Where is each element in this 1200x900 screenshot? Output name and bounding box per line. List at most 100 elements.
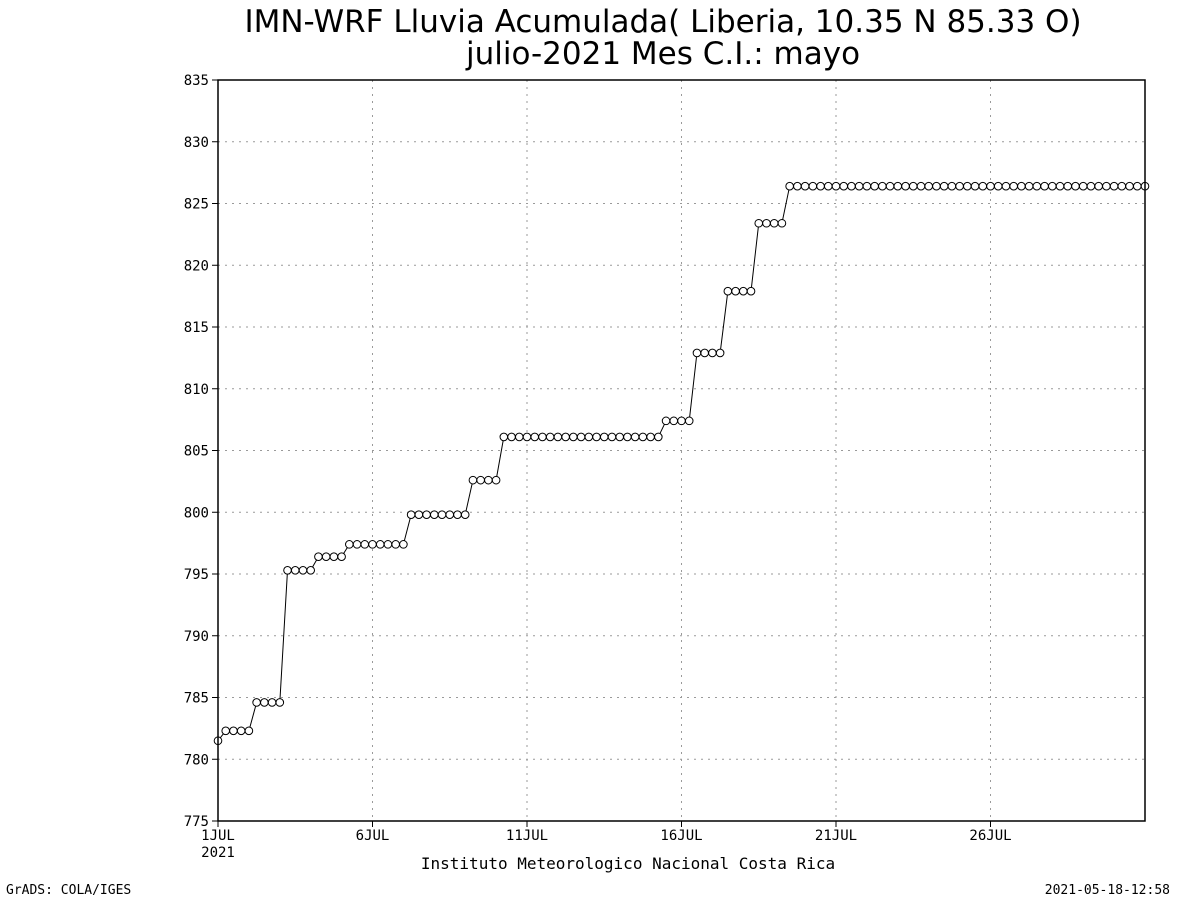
y-tick-label: 835 [184, 73, 209, 89]
data-point [368, 540, 377, 549]
x-axis-label: Instituto Meteorologico Nacional Costa R… [421, 854, 835, 873]
data-point [785, 181, 794, 191]
data-point [1024, 181, 1034, 191]
data-point [816, 181, 825, 191]
data-point [360, 540, 370, 549]
data-point [406, 510, 416, 520]
data-point [870, 181, 879, 191]
data-point [391, 540, 400, 549]
data-point [878, 181, 887, 191]
data-point [1125, 181, 1134, 191]
x-tick-label: 16JUL [660, 828, 702, 844]
data-point [422, 510, 431, 520]
data-point [321, 552, 331, 562]
data-point [290, 566, 300, 575]
data-point [746, 286, 756, 296]
data-point [345, 540, 354, 549]
data-point [893, 181, 903, 191]
data-point [1094, 181, 1103, 191]
series-points [213, 181, 1150, 746]
data-point [437, 510, 447, 520]
data-point [1109, 181, 1119, 191]
data-point [1040, 181, 1049, 191]
data-point [538, 432, 547, 442]
data-point [283, 566, 292, 575]
data-point [1117, 181, 1127, 191]
data-point [638, 432, 648, 442]
data-point [615, 432, 625, 442]
data-point [939, 181, 949, 191]
data-point [1032, 181, 1042, 191]
x-tick-sublabel: 2021 [201, 845, 235, 861]
data-point [901, 181, 910, 191]
data-point [569, 432, 578, 442]
data-point [414, 510, 424, 520]
data-point [599, 432, 609, 442]
data-point [553, 432, 563, 442]
data-point [684, 416, 694, 426]
data-point [955, 181, 964, 191]
data-point [306, 566, 316, 575]
plot-frame [217, 79, 1146, 822]
footer-right: 2021-05-18-12:58 [1045, 883, 1170, 898]
data-point [430, 510, 439, 520]
data-point [514, 432, 524, 442]
data-point [244, 726, 254, 736]
data-point [576, 432, 586, 442]
data-point [1001, 181, 1011, 191]
data-point [298, 566, 308, 575]
data-point [924, 181, 934, 191]
data-point [375, 540, 385, 549]
data-point [1063, 181, 1073, 191]
data-point [731, 286, 740, 296]
data-point [229, 726, 238, 736]
data-point [484, 475, 493, 485]
data-point [692, 348, 702, 358]
data-point [854, 181, 864, 191]
data-point [908, 181, 918, 191]
y-tick-label: 780 [184, 752, 209, 768]
data-point [669, 416, 679, 426]
y-tick-label: 785 [184, 691, 209, 707]
data-point [916, 181, 926, 191]
data-point [677, 416, 686, 426]
data-point [847, 181, 856, 191]
y-axis: 775 780 785 790 795 800 805 810 815 820 825 830 835 [184, 73, 218, 830]
y-tick-label: 810 [184, 382, 209, 398]
data-point [352, 540, 362, 549]
data-point [970, 181, 980, 191]
data-point [460, 510, 470, 520]
x-tick-label: 26JUL [969, 828, 1011, 844]
data-point [522, 432, 532, 442]
x-tick-label: 21JUL [815, 828, 857, 844]
y-tick-label: 815 [184, 320, 209, 336]
data-point [932, 181, 941, 191]
data-point [592, 432, 601, 442]
data-point [545, 432, 555, 442]
data-point [561, 432, 570, 442]
y-tick-label: 805 [184, 444, 209, 460]
data-point [823, 181, 833, 191]
x-tick-label: 1JUL [201, 828, 235, 844]
data-point [314, 552, 323, 562]
data-point [399, 540, 408, 549]
x-tick-label: 6JUL [356, 828, 390, 844]
y-tick-label: 830 [184, 135, 209, 151]
data-point [260, 698, 269, 707]
data-point [221, 726, 231, 736]
data-point [885, 181, 895, 191]
data-point [769, 218, 779, 228]
chart-title: IMN-WRF Lluvia Acumulada( Liberia, 10.35… [244, 4, 1081, 40]
data-point [777, 218, 787, 228]
data-point [947, 181, 957, 191]
data-point [646, 432, 655, 442]
y-tick-label: 790 [184, 629, 209, 645]
data-point [1086, 181, 1096, 191]
footer-left: GrADS: COLA/IGES [6, 883, 131, 898]
data-point [1132, 181, 1142, 191]
data-point [800, 181, 810, 191]
grid-lines [218, 80, 1145, 821]
data-point [654, 432, 663, 442]
y-tick-label: 795 [184, 567, 209, 583]
